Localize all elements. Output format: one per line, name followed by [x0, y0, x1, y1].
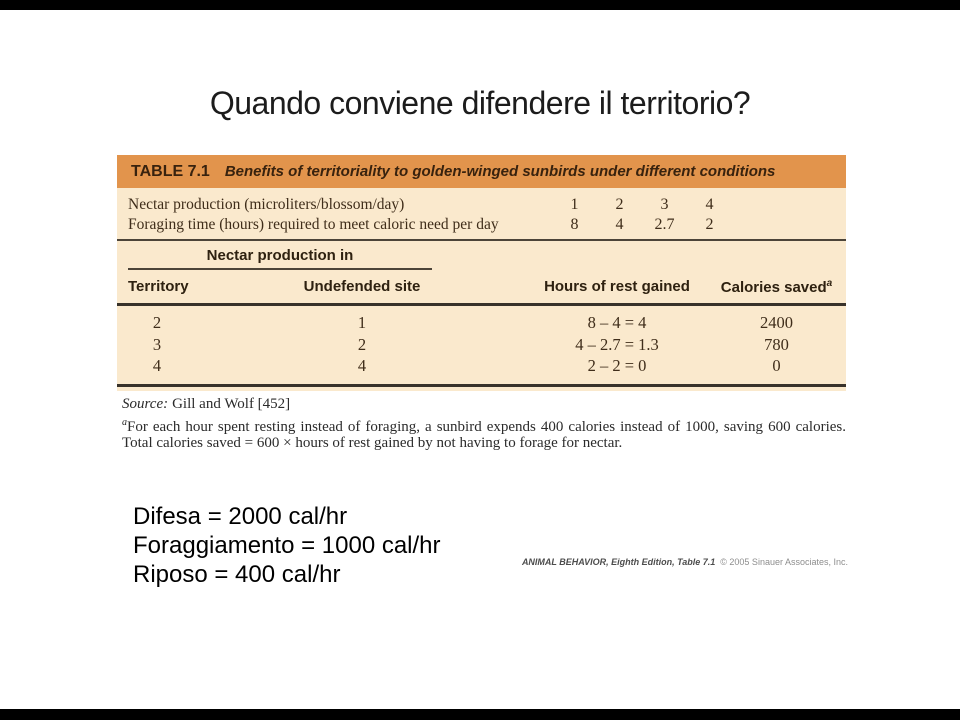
top-black-bar [0, 0, 960, 10]
note-line-foraggiamento: Foraggiamento = 1000 cal/hr [133, 532, 441, 559]
param-value: 2 [615, 196, 624, 213]
param-row-nectar: Nectar production (microliters/blossom/d… [117, 195, 846, 215]
textbook-table-figure: TABLE 7.1 Benefits of territoriality to … [117, 155, 846, 452]
slide-notes-block: Difesa = 2000 cal/hr Foraggiamento = 100… [133, 502, 441, 589]
cell: 2400 [760, 313, 793, 332]
bottom-black-bar [0, 709, 960, 720]
param-value: 4 [615, 216, 624, 233]
cell: 4 [357, 356, 367, 375]
column-header-hours: Hours of rest gained [544, 278, 690, 295]
slide-title: Quando conviene difendere il territorio? [209, 85, 751, 122]
figure-credit-line: ANIMAL BEHAVIOR, Eighth Edition, Table 7… [117, 557, 848, 567]
table-number-label: TABLE 7.1 [131, 162, 210, 180]
cell: 2 [152, 313, 162, 332]
note-line-riposo: Riposo = 400 cal/hr [133, 561, 341, 588]
table-body: Nectar production (microliters/blossom/d… [117, 188, 846, 391]
table-caption: Benefits of territoriality to golden-win… [224, 163, 776, 180]
param-value: 2.7 [654, 216, 675, 233]
table-header-bar: TABLE 7.1 Benefits of territoriality to … [117, 155, 846, 188]
source-line: Source: Gill and Wolf [452] [122, 396, 846, 413]
table-row: 2 1 8 – 4 = 4 2400 [117, 312, 846, 334]
divider-line-thick [117, 303, 846, 306]
footnote-marker: a [826, 278, 833, 289]
source-value: Gill and Wolf [452] [172, 395, 291, 412]
credit-book-title: ANIMAL BEHAVIOR, Eighth Edition, Table 7… [521, 557, 716, 567]
column-header-calories: Calories saveda [720, 278, 833, 296]
param-label: Foraging time (hours) required to meet c… [128, 216, 499, 233]
credit-copyright: © 2005 Sinauer Associates, Inc. [720, 557, 848, 567]
cell: 2 [357, 334, 367, 354]
param-row-foraging: Foraging time (hours) required to meet c… [117, 215, 846, 235]
cell: 1 [357, 313, 367, 332]
cell: 2 – 2 = 0 [587, 356, 647, 375]
param-value: 1 [570, 196, 579, 213]
column-header-territory: Territory [128, 278, 189, 295]
param-value: 8 [570, 216, 579, 233]
source-label: Source: [122, 395, 169, 412]
table-row: 4 4 2 – 2 = 0 0 [117, 355, 846, 377]
cell: 8 – 4 = 4 [587, 313, 647, 332]
cell: 780 [764, 334, 789, 354]
param-value: 3 [660, 196, 669, 213]
divider-line-thick [117, 383, 846, 387]
column-header-row: Territory Undefended site Hours of rest … [117, 270, 846, 303]
cell: 0 [772, 356, 781, 375]
table-notes: Source: Gill and Wolf [452] aFor each hou… [117, 390, 846, 452]
footnote-marker: a [122, 416, 127, 428]
param-value: 4 [705, 196, 714, 213]
cell: 4 – 2.7 = 1.3 [575, 334, 659, 354]
param-value: 2 [705, 216, 714, 233]
param-label: Nectar production (microliters/blossom/d… [128, 196, 405, 213]
note-line-difesa: Difesa = 2000 cal/hr [133, 503, 348, 530]
cell: 4 [152, 356, 162, 375]
cell: 3 [152, 334, 162, 354]
column-header-undefended: Undefended site [303, 278, 421, 295]
table-row: 3 2 4 – 2.7 = 1.3 780 [117, 334, 846, 356]
table-data-rows: 2 1 8 – 4 = 4 2400 3 2 4 – 2.7 = 1.3 780… [117, 306, 846, 384]
footnote-text: aFor each hour spent resting instead of … [122, 416, 846, 452]
divider-line [117, 239, 846, 241]
group-column-header: Nectar production in [128, 241, 432, 270]
